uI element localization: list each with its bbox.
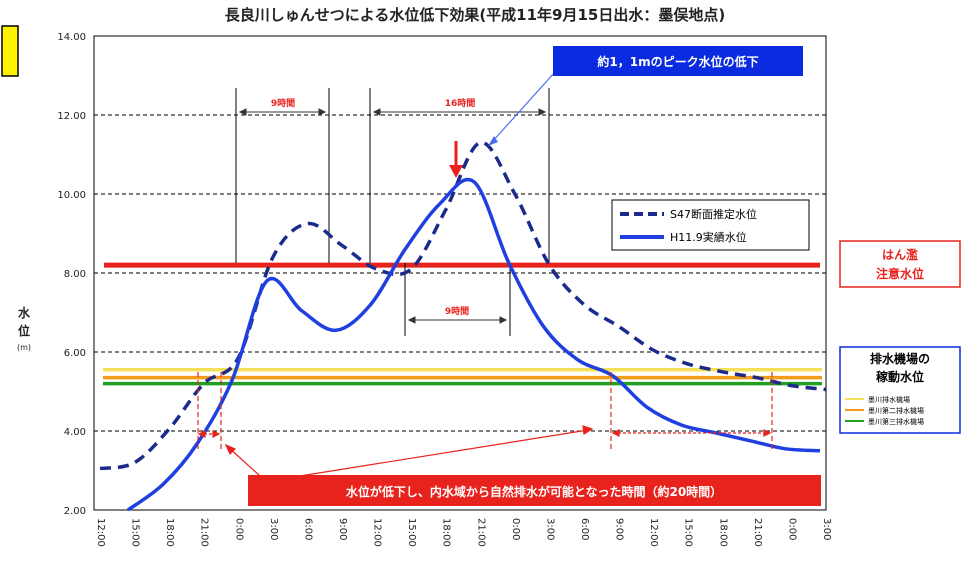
x-tick-label: 15:00 [683,518,694,547]
x-tick-label: 21:00 [475,518,486,547]
y-tick-label: 8.00 [64,269,86,280]
y-axis-label-2: 位 [18,323,30,338]
drain-arrows [197,425,772,477]
flood-caution-line1: はん濫 [882,247,918,262]
bottom-banner-box [248,475,821,506]
y-tick-label: 6.00 [64,348,86,359]
x-tick-label: 12:00 [372,518,383,547]
y-axis-label-1: 水 [18,305,31,320]
legend: S47断面推定水位 H11.9実績水位 [611,199,810,251]
x-tick-label: 0:00 [233,518,244,540]
peak-drop-arrow [449,141,463,178]
y-tick-label: 14.00 [57,32,86,43]
y-tick-label: 10.00 [57,190,86,201]
corner-frame [1,25,19,77]
bottom-banner-text: 水位が低下し、内水域から自然排水が可能となった時間（約20時間） [346,484,722,499]
x-tick-label: 21:00 [752,518,763,547]
legend-label-h11: H11.9実績水位 [670,230,747,244]
threshold-lines [103,262,822,386]
x-tick-label: 3:00 [821,518,832,540]
span-label-c: 9時間 [445,305,469,317]
chart-title: 長良川しゅんせつによる水位低下効果(平成11年9月15日出水：墨俣地点) [225,6,725,24]
x-tick-label: 12:00 [648,518,659,547]
y-tick-label: 2.00 [64,506,86,517]
x-tick-label: 15:00 [130,518,141,547]
x-ticks: 12:00 15:00 18:00 21:00 0:00 3:00 6:00 9:00 12:0… [95,518,832,547]
pump-legend: 墨川排水機場 墨川第二排水機場 墨川第三排水機場 [845,395,924,426]
peak-banner-text: 約1，1mのピーク水位の低下 [597,54,758,69]
x-tick-label: 18:00 [717,518,728,547]
x-tick-label: 21:00 [199,518,210,547]
x-tick-label: 9:00 [337,518,348,540]
x-tick-label: 6:00 [579,518,590,540]
x-tick-label: 18:00 [441,518,452,547]
series-s47-line [99,140,827,471]
y-ticks: 2.00 4.00 6.00 8.00 10.00 12.00 14.00 [57,32,86,517]
x-tick-label: 15:00 [406,518,417,547]
pump-item-1: 墨川排水機場 [868,395,910,404]
flood-caution-line2: 注意水位 [876,266,924,281]
peak-banner-box [553,46,803,76]
legend-label-s47: S47断面推定水位 [670,207,757,221]
time-span-arrows [238,108,547,324]
span-label-a: 9時間 [271,97,295,109]
y-tick-label: 4.00 [64,427,86,438]
pump-box-title1: 排水機場の [870,351,930,366]
peak-pointer-line [491,71,556,143]
x-tick-label: 18:00 [164,518,175,547]
x-tick-label: 9:00 [614,518,625,540]
drain-markers [197,372,773,452]
time-span-brackets [235,88,550,336]
x-tick-label: 3:00 [544,518,555,540]
peak-pointer-head [488,136,498,146]
x-tick-label: 6:00 [302,518,313,540]
y-axis-unit: (m) [17,343,31,352]
span-label-b: 16時間 [445,97,476,109]
x-tick-label: 0:00 [510,518,521,540]
x-tick-label: 12:00 [95,518,106,547]
pump-box [839,346,961,434]
pump-item-2: 墨川第二排水機場 [868,406,924,415]
series-h11-line [126,178,821,512]
x-tick-label: 0:00 [786,518,797,540]
y-tick-label: 12.00 [57,111,86,122]
pump-item-3: 墨川第三排水機場 [868,417,924,426]
x-tick-label: 3:00 [268,518,279,540]
flood-caution-box [839,240,961,288]
pump-box-title2: 稼動水位 [876,369,924,384]
